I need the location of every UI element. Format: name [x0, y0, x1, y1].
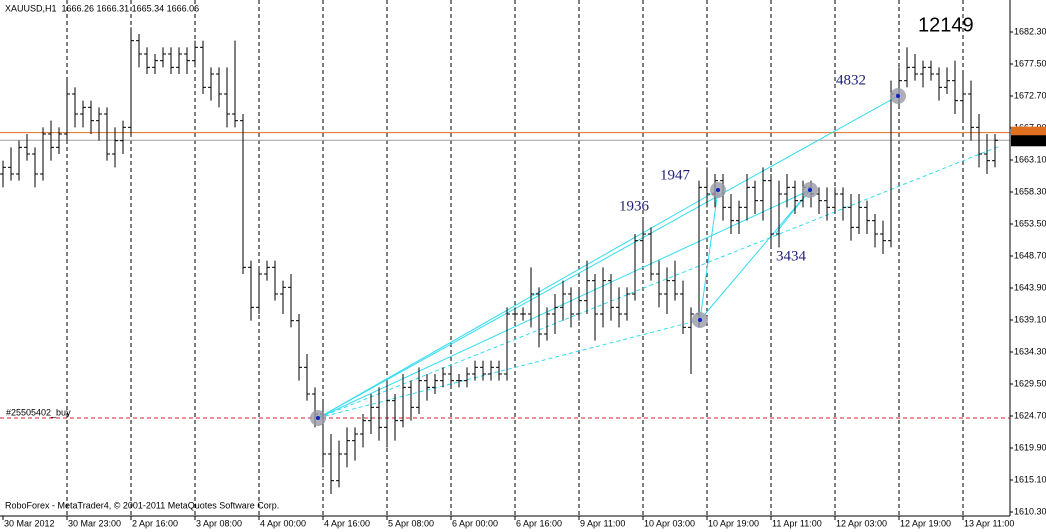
y-tick-label: 1629.50 — [1014, 378, 1046, 388]
x-tick-label: 11 Apr 11:00 — [772, 518, 822, 528]
marker-dot — [698, 318, 702, 322]
price-bars — [0, 27, 998, 494]
marker-dot — [716, 188, 720, 192]
x-tick-label: 12 Apr 19:00 — [900, 518, 951, 528]
y-tick-label: 1663.10 — [1014, 154, 1046, 164]
x-tick-label: 6 Apr 00:00 — [452, 518, 498, 528]
x-tick-label: 12 Apr 03:00 — [836, 518, 887, 528]
x-tick-label: 10 Apr 19:00 — [708, 518, 759, 528]
x-tick-label: 30 Mar 2012 — [4, 518, 55, 528]
annotation: 1936 — [619, 198, 650, 214]
y-tick-label: 1653.50 — [1014, 218, 1046, 228]
y-tick-label: 1615.10 — [1014, 474, 1046, 484]
y-tick-label: 1610.30 — [1014, 506, 1046, 516]
x-tick-label: 5 Apr 08:00 — [388, 518, 434, 528]
trend-line — [699, 189, 811, 321]
x-tick-label: 9 Apr 11:00 — [580, 518, 625, 528]
x-tick-label: 6 Apr 16:00 — [516, 518, 562, 528]
y-tick-label: 1619.90 — [1014, 442, 1046, 452]
trend-line — [317, 95, 899, 419]
y-tick-label: 1648.70 — [1014, 250, 1046, 260]
x-tick-label: 10 Apr 03:00 — [644, 518, 695, 528]
marker-dot — [808, 188, 812, 192]
annotation: 12149 — [918, 14, 974, 36]
y-tick-label: 1658.30 — [1014, 186, 1046, 196]
annotation: 1947 — [660, 167, 691, 183]
trend-line — [775, 189, 811, 234]
y-tick-label: 1672.70 — [1014, 90, 1046, 100]
x-tick-label: 2 Apr 16:00 — [132, 518, 178, 528]
ask-box — [1011, 126, 1046, 138]
y-tick-label: 1634.30 — [1014, 346, 1046, 356]
y-tick-label: 1643.90 — [1014, 282, 1046, 292]
y-tick-label: 1624.70 — [1014, 410, 1046, 420]
footer: RoboForex - MetaTrader4, © 2001-2011 Met… — [5, 500, 279, 510]
axes: 30 Mar 2012 30 Mar 23:00 2 Apr 16:00 3 Apr … — [2, 14, 1046, 528]
trend-line — [317, 319, 701, 419]
annotation: 3434 — [776, 248, 807, 264]
x-tick-label: 30 Mar 23:00 — [68, 518, 121, 528]
grid: #25505402_buy — [0, 0, 1010, 516]
trend-line — [317, 189, 811, 419]
bid-box — [1011, 135, 1046, 147]
x-tick-label: 4 Apr 00:00 — [260, 518, 306, 528]
marker-dots — [316, 94, 900, 420]
annotation: 4832 — [836, 72, 866, 88]
marker-dot — [896, 94, 900, 98]
order-label: #25505402_buy — [6, 407, 71, 417]
x-tick-label: 3 Apr 08:00 — [196, 518, 242, 528]
y-tick-label: 1682.30 — [1014, 26, 1046, 36]
x-tick-label: 13 Apr 11:00 — [964, 518, 1014, 528]
trend-line — [699, 189, 719, 321]
marker-dot — [316, 416, 320, 420]
y-tick-label: 1677.50 — [1014, 58, 1046, 68]
chart-title: XAUUSD,H1 1666.26 1666.31 1665.34 1666.0… — [5, 3, 199, 13]
bid-label: 1666.06 — [1014, 135, 1046, 145]
x-tick-label: 4 Apr 16:00 — [324, 518, 370, 528]
y-tick-label: 1639.10 — [1014, 314, 1046, 324]
